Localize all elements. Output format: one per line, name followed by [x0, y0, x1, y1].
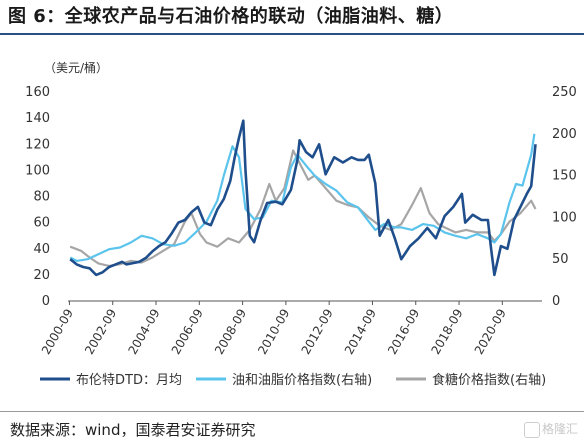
x-tick-label: 2014-09: [342, 307, 379, 357]
x-tick-label: 2000-09: [39, 307, 76, 357]
legend-label: 油和油脂价格指数(右轴): [232, 372, 372, 388]
x-tick-label: 2004-09: [125, 307, 162, 357]
y-left-tick-label: 100: [25, 163, 50, 178]
y-left-tick-label: 0: [42, 294, 50, 309]
y-right-tick-label: 200: [552, 127, 577, 142]
x-tick-label: 2002-09: [82, 307, 119, 357]
x-tick-label: 2010-09: [255, 307, 292, 357]
x-tick-label: 2018-09: [428, 307, 465, 357]
x-tick-label: 2020-09: [472, 307, 509, 357]
y-left-tick-label: 160: [25, 85, 50, 100]
y-left-tick-label: 20: [33, 268, 50, 283]
series-line-1: [69, 119, 537, 277]
y-left-tick-label: 60: [33, 216, 50, 231]
y-right-tick-label: 0: [552, 294, 560, 309]
y-left-tick-label: 120: [25, 137, 50, 152]
y-right-tick-label: 50: [552, 252, 569, 267]
legend-label: 食糖价格指数(右轴): [432, 372, 546, 388]
title-rule: [0, 33, 584, 35]
watermark-text: 格隆汇: [541, 422, 578, 436]
chart-legend: 布伦特DTD：月均 油和油脂价格指数(右轴) 食糖价格指数(右轴): [40, 372, 546, 388]
source-rule: [0, 411, 584, 412]
y-right-tick-label: 100: [552, 210, 577, 225]
x-axis: 2000-09 2002-09 2004-09 2006-09 2008-09 2010-…: [39, 301, 509, 357]
legend-label: 布伦特DTD：月均: [76, 373, 182, 388]
watermark-logo-icon: [523, 421, 540, 438]
y-right-tick-label: 150: [552, 169, 577, 184]
line-chart: （美元/桶） 0 20 40 60 80 100 120 140 160 0 50 100 150 20…: [25, 60, 577, 388]
y-right-tick-label: 250: [552, 85, 577, 100]
source-note: 数据来源：wind，国泰君安证券研究: [10, 421, 256, 439]
y-left-tick-label: 40: [33, 242, 50, 257]
y-axis-left: 0 20 40 60 80 100 120 140 160: [25, 85, 50, 309]
series-lines: [69, 119, 537, 277]
watermark: 格隆汇: [523, 420, 578, 438]
x-tick-label: 2006-09: [169, 307, 206, 357]
figure-title: 图 6：全球农产品与石油价格的联动（油脂油料、糖）: [8, 6, 454, 27]
y-left-tick-label: 140: [25, 111, 50, 126]
x-tick-label: 2012-09: [299, 307, 336, 357]
series-line-2: [69, 133, 536, 262]
y-axis-unit-label: （美元/桶）: [44, 60, 108, 75]
y-axis-right: 0 50 100 150 200 250: [552, 85, 577, 309]
y-left-tick-label: 80: [33, 190, 50, 205]
series-line-3: [69, 149, 537, 267]
x-tick-label: 2008-09: [212, 307, 249, 357]
x-tick-label: 2016-09: [385, 307, 422, 357]
